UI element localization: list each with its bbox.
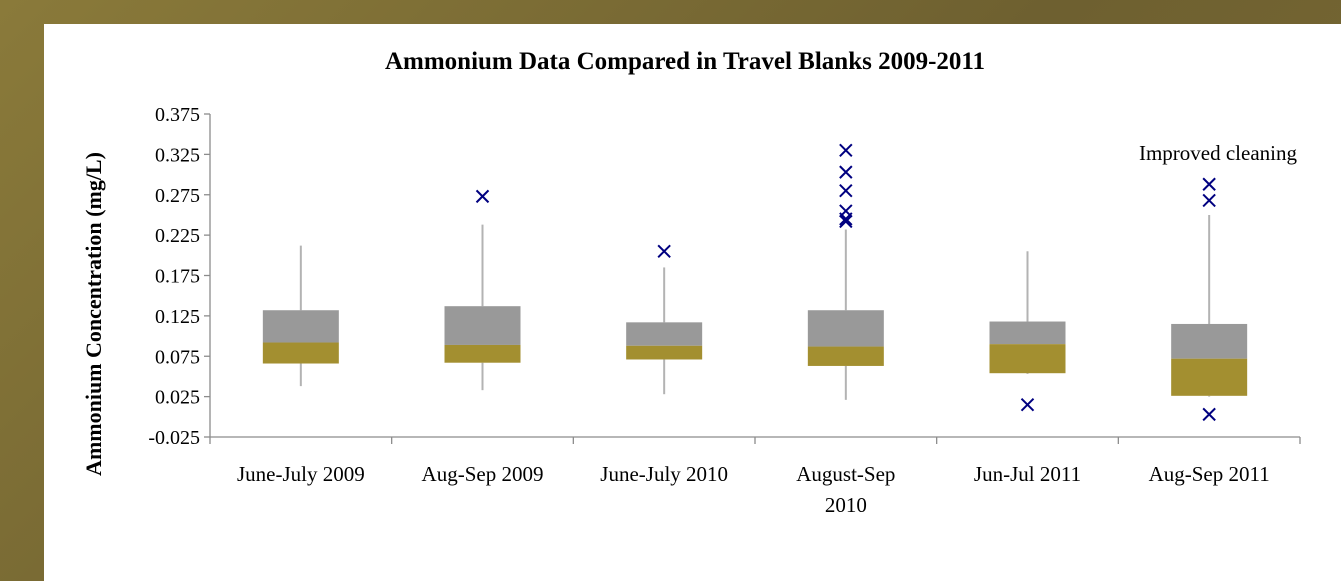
box-upper-quartile xyxy=(444,306,521,345)
box-upper-quartile xyxy=(1171,323,1248,359)
outlier-marker xyxy=(839,184,853,198)
outlier-marker xyxy=(839,214,853,229)
y-tick-label: 0.125 xyxy=(155,306,200,328)
outlier-marker xyxy=(1020,397,1035,412)
outlier-marker xyxy=(475,189,490,204)
box-lower-quartile xyxy=(807,346,884,366)
box-upper-quartile xyxy=(989,321,1066,345)
outlier-marker xyxy=(1202,177,1216,191)
x-category-label: Aug-Sep 2009 xyxy=(422,462,544,486)
y-tick-label: 0.075 xyxy=(155,346,200,368)
outlier-marker xyxy=(839,204,853,218)
y-tick-label: -0.025 xyxy=(148,427,200,449)
outlier-marker xyxy=(1202,193,1216,208)
box-lower-quartile xyxy=(989,344,1066,374)
x-category-label: 2010 xyxy=(825,493,867,517)
box-plot-chart: Ammonium Data Compared in Travel Blanks … xyxy=(81,48,1301,517)
y-tick-label: 0.275 xyxy=(155,185,200,207)
y-tick-label: 0.325 xyxy=(155,144,200,166)
box-upper-quartile xyxy=(626,322,703,346)
chart-panel: Ammonium Data Compared in Travel Blanks … xyxy=(44,24,1341,581)
chart-title: Ammonium Data Compared in Travel Blanks … xyxy=(385,48,985,75)
y-axis-label: Ammonium Concentration (mg/L) xyxy=(81,152,106,476)
box-lower-quartile xyxy=(444,344,521,363)
outlier-marker xyxy=(839,143,853,158)
x-category-label: June-July 2009 xyxy=(237,462,365,486)
y-tick-label: 0.175 xyxy=(155,266,200,288)
x-category-label: Aug-Sep 2011 xyxy=(1149,462,1270,486)
box-lower-quartile xyxy=(626,345,703,360)
box-upper-quartile xyxy=(262,310,339,343)
y-tick-label: 0.025 xyxy=(155,387,200,409)
x-category-label: August-Sep xyxy=(796,462,895,486)
box-lower-quartile xyxy=(1171,358,1248,396)
outlier-marker xyxy=(657,244,671,258)
x-category-label: June-July 2010 xyxy=(600,462,728,486)
y-tick-label: 0.225 xyxy=(155,225,200,247)
improved-cleaning-annotation: Improved cleaning xyxy=(1139,141,1298,165)
outlier-marker xyxy=(839,165,853,179)
outlier-marker xyxy=(1202,407,1216,422)
x-category-label: Jun-Jul 2011 xyxy=(974,462,1081,486)
box-lower-quartile xyxy=(262,342,339,364)
chart-marks: -0.025 0.025 0.075 0.125 0.175 0.225 0.275 0.32… xyxy=(148,104,1301,517)
box-upper-quartile xyxy=(807,310,884,347)
y-tick-label: 0.375 xyxy=(155,104,200,126)
